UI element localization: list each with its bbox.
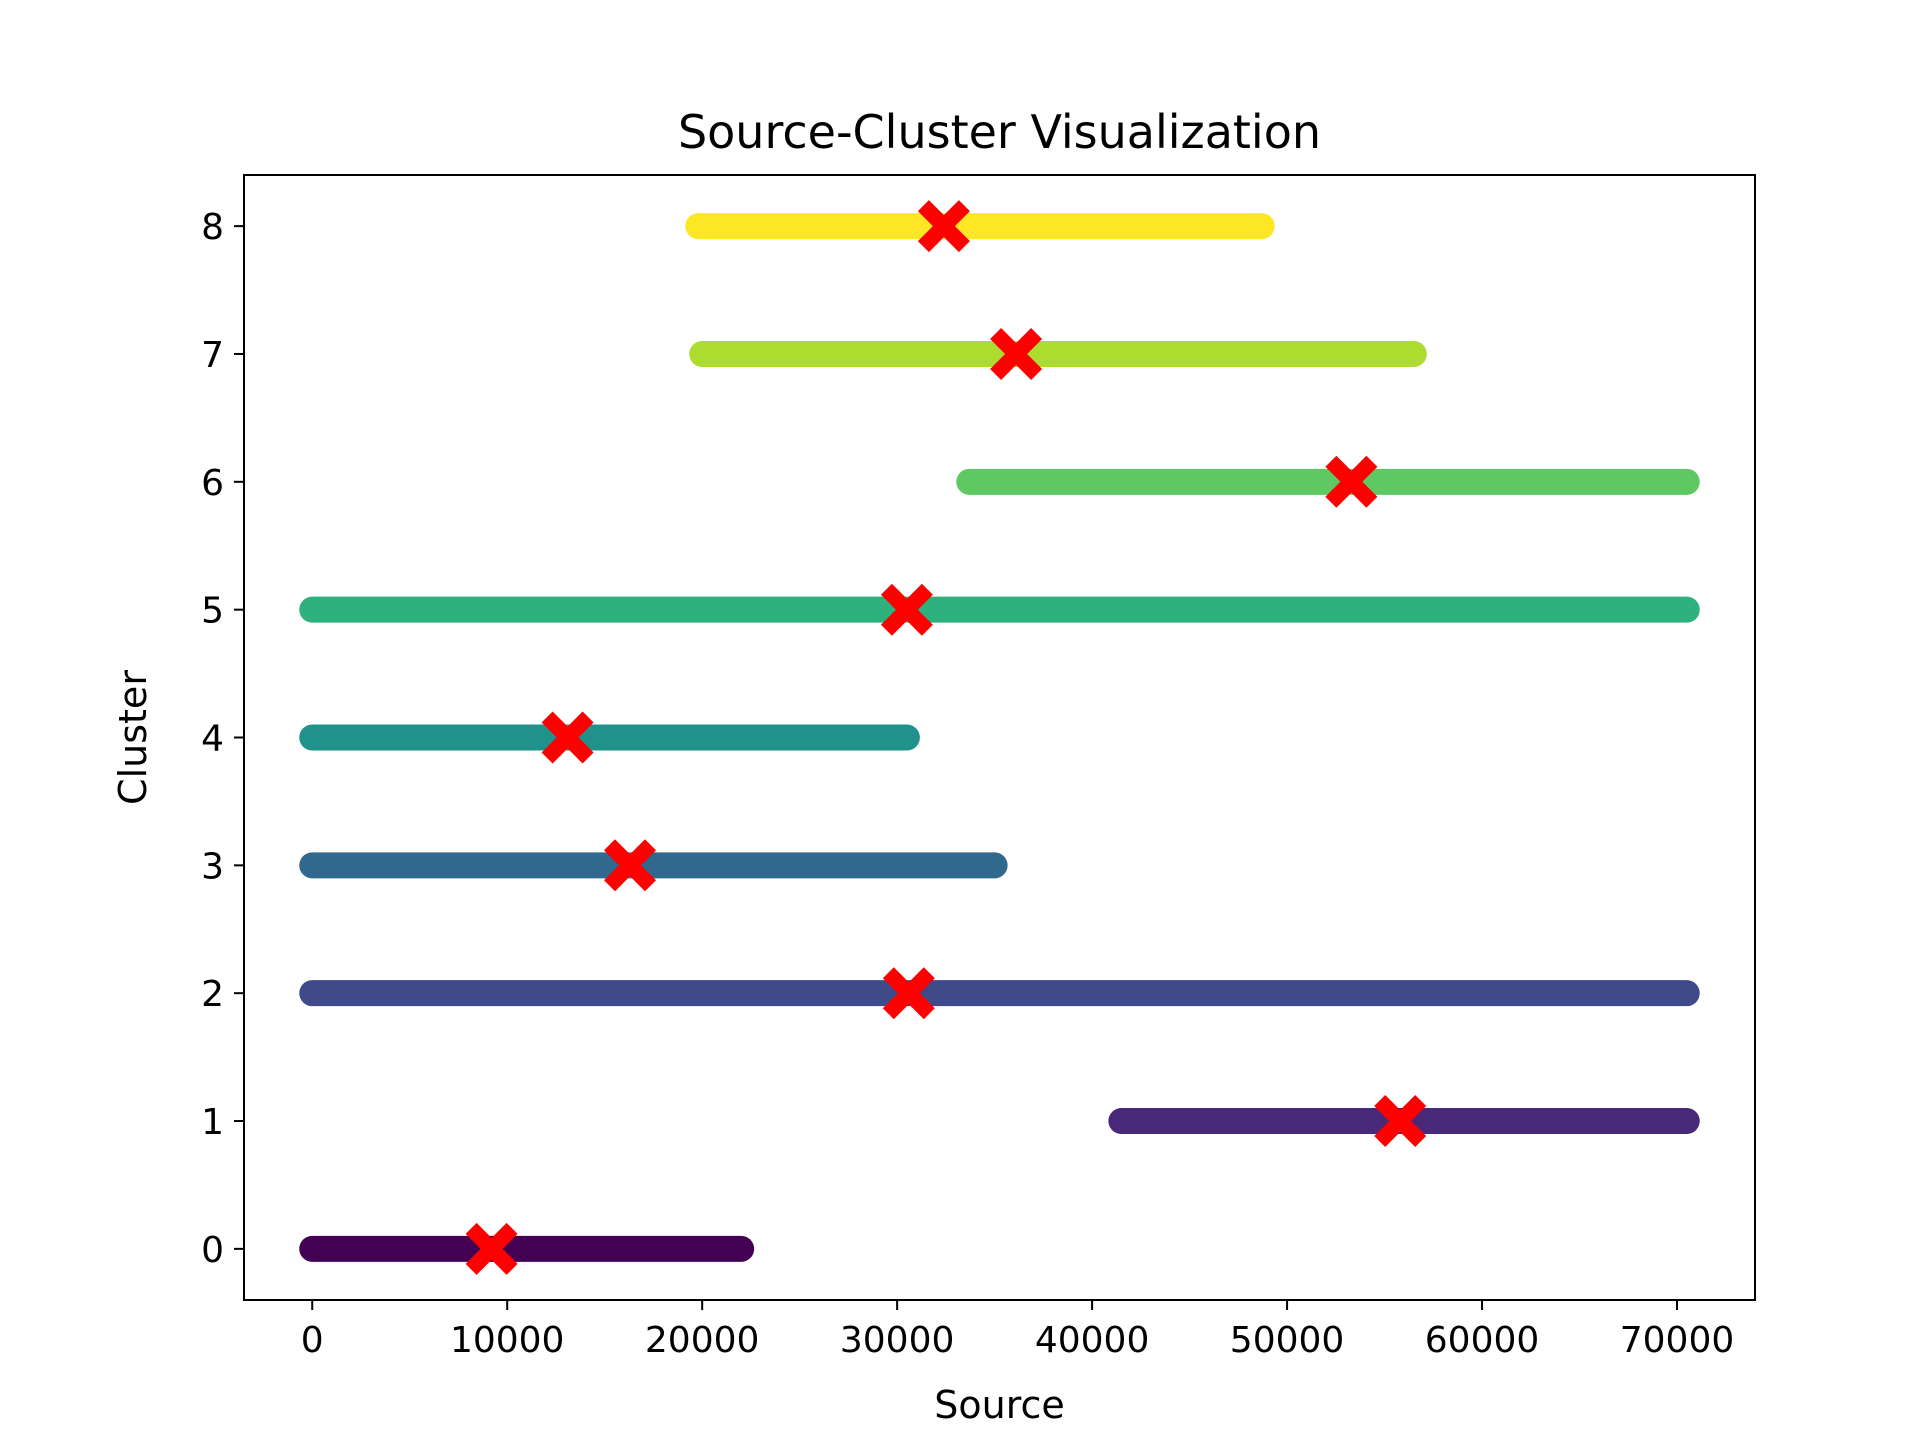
plot-area [299,200,1700,1275]
y-tick-label: 1 [201,1102,224,1143]
y-tick-label: 7 [201,335,224,376]
y-tick-label: 4 [201,719,224,760]
x-tick-label: 70000 [1620,1320,1735,1361]
x-tick-label: 10000 [450,1320,565,1361]
axis-ticks: 0 10000 20000 30000 40000 50000 60000 70000 0 1 2 3… [201,207,1734,1361]
x-axis-label: Source [934,1383,1065,1427]
cluster-5-centroid-marker [880,583,933,636]
x-tick-label: 50000 [1230,1320,1345,1361]
cluster-6-centroid-marker [1325,455,1378,508]
y-tick-label: 8 [201,207,224,248]
x-tick-label: 0 [301,1320,324,1361]
cluster-4-centroid-marker [541,711,594,764]
y-tick-label: 3 [201,846,224,887]
cluster-1-centroid-marker [1374,1095,1427,1147]
cluster-3-centroid-marker [604,839,656,892]
y-tick-label: 2 [201,974,224,1015]
x-tick-label: 20000 [645,1320,760,1361]
x-tick-label: 60000 [1425,1320,1540,1361]
cluster-2-centroid-marker [882,967,935,1020]
cluster-7-centroid-marker [990,328,1043,380]
plot-frame [243,174,1756,1301]
x-tick-label: 30000 [840,1320,955,1361]
cluster-0-centroid-marker [465,1222,518,1275]
x-tick-label: 40000 [1035,1320,1150,1361]
y-tick-label: 5 [201,591,224,632]
y-axis-label: Cluster [111,670,155,805]
y-tick-label: 6 [201,463,224,504]
chart-title: Source-Cluster Visualization [678,105,1321,159]
y-tick-label: 0 [201,1230,224,1271]
cluster-8-centroid-marker [917,200,970,253]
